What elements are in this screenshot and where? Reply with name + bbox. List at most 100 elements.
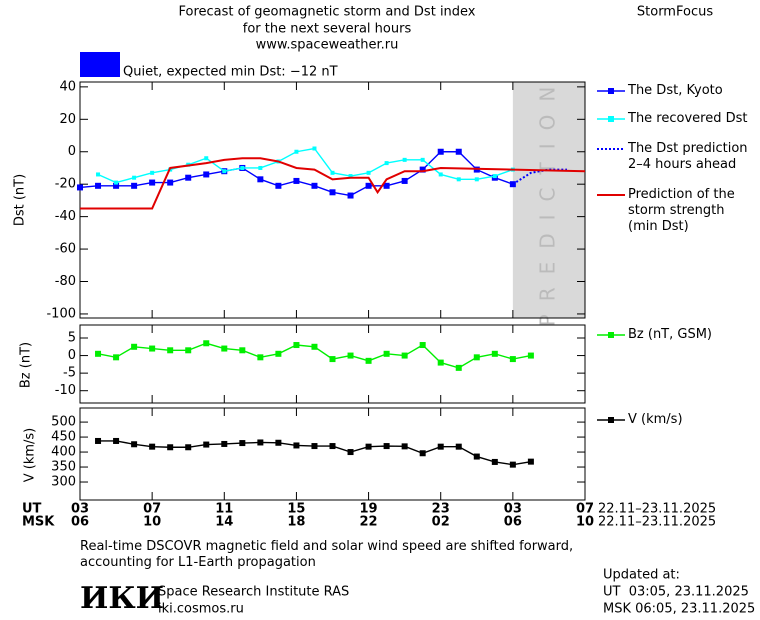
title-line: for the next several hours <box>243 22 412 37</box>
point <box>383 350 390 357</box>
y-tick-label: 20 <box>59 112 76 127</box>
series-line <box>97 147 514 184</box>
title-line: Forecast of geomagnetic storm and Dst in… <box>178 5 475 20</box>
point <box>149 443 156 450</box>
legend-marker <box>608 116 614 122</box>
legend-label: The recovered Dst <box>628 111 748 126</box>
point <box>222 169 227 174</box>
point <box>491 350 498 357</box>
y-axis-label: V (km/s) <box>23 428 38 483</box>
x-tick-label: 19 <box>360 502 378 517</box>
point <box>240 165 245 170</box>
legend-label: The Dst prediction 2–4 hours ahead <box>628 141 748 172</box>
brand: StormFocus <box>637 5 713 20</box>
prediction-label: PREDICTION <box>535 74 559 327</box>
point <box>185 444 192 451</box>
date-range: 22.11–23.11.2025 <box>598 502 716 517</box>
point <box>275 350 282 357</box>
x-tick-label: 07 <box>576 502 594 517</box>
point <box>384 161 389 166</box>
point <box>293 442 300 449</box>
point <box>527 458 534 465</box>
y-tick-label: 400 <box>51 445 76 460</box>
point <box>420 157 425 162</box>
y-tick-label: 0 <box>68 348 76 363</box>
x-tick-label: 23 <box>432 502 450 517</box>
point <box>455 148 462 155</box>
plot-frame <box>79 324 586 404</box>
x-tick-label: 03 <box>71 502 89 517</box>
legend-label: V (km/s) <box>628 412 683 427</box>
logo: ИКИ <box>80 581 164 616</box>
point <box>401 443 408 450</box>
point <box>275 182 282 189</box>
point <box>96 172 101 177</box>
point <box>419 450 426 457</box>
point <box>203 171 210 178</box>
point <box>311 182 318 189</box>
point <box>437 148 444 155</box>
point <box>114 180 119 185</box>
x-tick-label-msk: 14 <box>215 515 233 530</box>
point <box>293 177 300 184</box>
date-range: 22.11–23.11.2025 <box>598 515 716 530</box>
point <box>167 347 174 354</box>
x-tick-label: 15 <box>287 502 305 517</box>
legend-label: The Dst, Kyoto <box>628 83 723 98</box>
point <box>239 347 246 354</box>
point <box>275 439 282 446</box>
status-swatch <box>80 52 120 77</box>
point <box>311 343 318 350</box>
site: iki.cosmos.ru <box>158 602 244 617</box>
point <box>329 443 336 450</box>
legend-label: Bz (nT, GSM) <box>628 327 713 342</box>
point <box>330 170 335 175</box>
point <box>455 364 462 371</box>
point <box>365 443 372 450</box>
x-tick-label-msk: 02 <box>432 515 450 530</box>
point <box>438 172 443 177</box>
y-tick-label: 0 <box>68 144 76 159</box>
y-tick-label: -40 <box>55 209 76 224</box>
point <box>311 443 318 450</box>
legend-label: Prediction of the storm strength (min Ds… <box>628 187 735 234</box>
point <box>167 444 174 451</box>
point <box>365 182 372 189</box>
legend-marker <box>608 417 614 423</box>
point <box>527 352 534 359</box>
point <box>132 175 137 180</box>
point <box>509 461 516 468</box>
y-tick-label: -5 <box>63 366 76 381</box>
point <box>150 170 155 175</box>
point <box>257 176 264 183</box>
x-axis-name: UT <box>22 502 42 517</box>
point <box>131 182 138 189</box>
point <box>113 354 120 361</box>
point <box>95 350 102 357</box>
point <box>401 352 408 359</box>
point <box>113 437 120 444</box>
y-tick-label: 450 <box>51 430 76 445</box>
point <box>294 149 299 154</box>
plot-frame <box>79 407 586 501</box>
point <box>293 342 300 349</box>
point <box>473 453 480 460</box>
point <box>185 347 192 354</box>
x-axis-name: MSK <box>22 515 55 530</box>
institute: Space Research Institute RAS <box>158 585 349 600</box>
y-axis-label: Dst (nT) <box>13 174 28 226</box>
point <box>149 345 156 352</box>
point <box>329 189 336 196</box>
point <box>185 174 192 181</box>
series-line <box>512 168 567 186</box>
point <box>348 174 353 179</box>
point <box>221 345 228 352</box>
point <box>437 443 444 450</box>
point <box>347 449 354 456</box>
x-tick-label: 03 <box>504 502 522 517</box>
x-tick-label-msk: 22 <box>360 515 378 530</box>
point <box>95 437 102 444</box>
y-tick-label: 300 <box>51 475 76 490</box>
